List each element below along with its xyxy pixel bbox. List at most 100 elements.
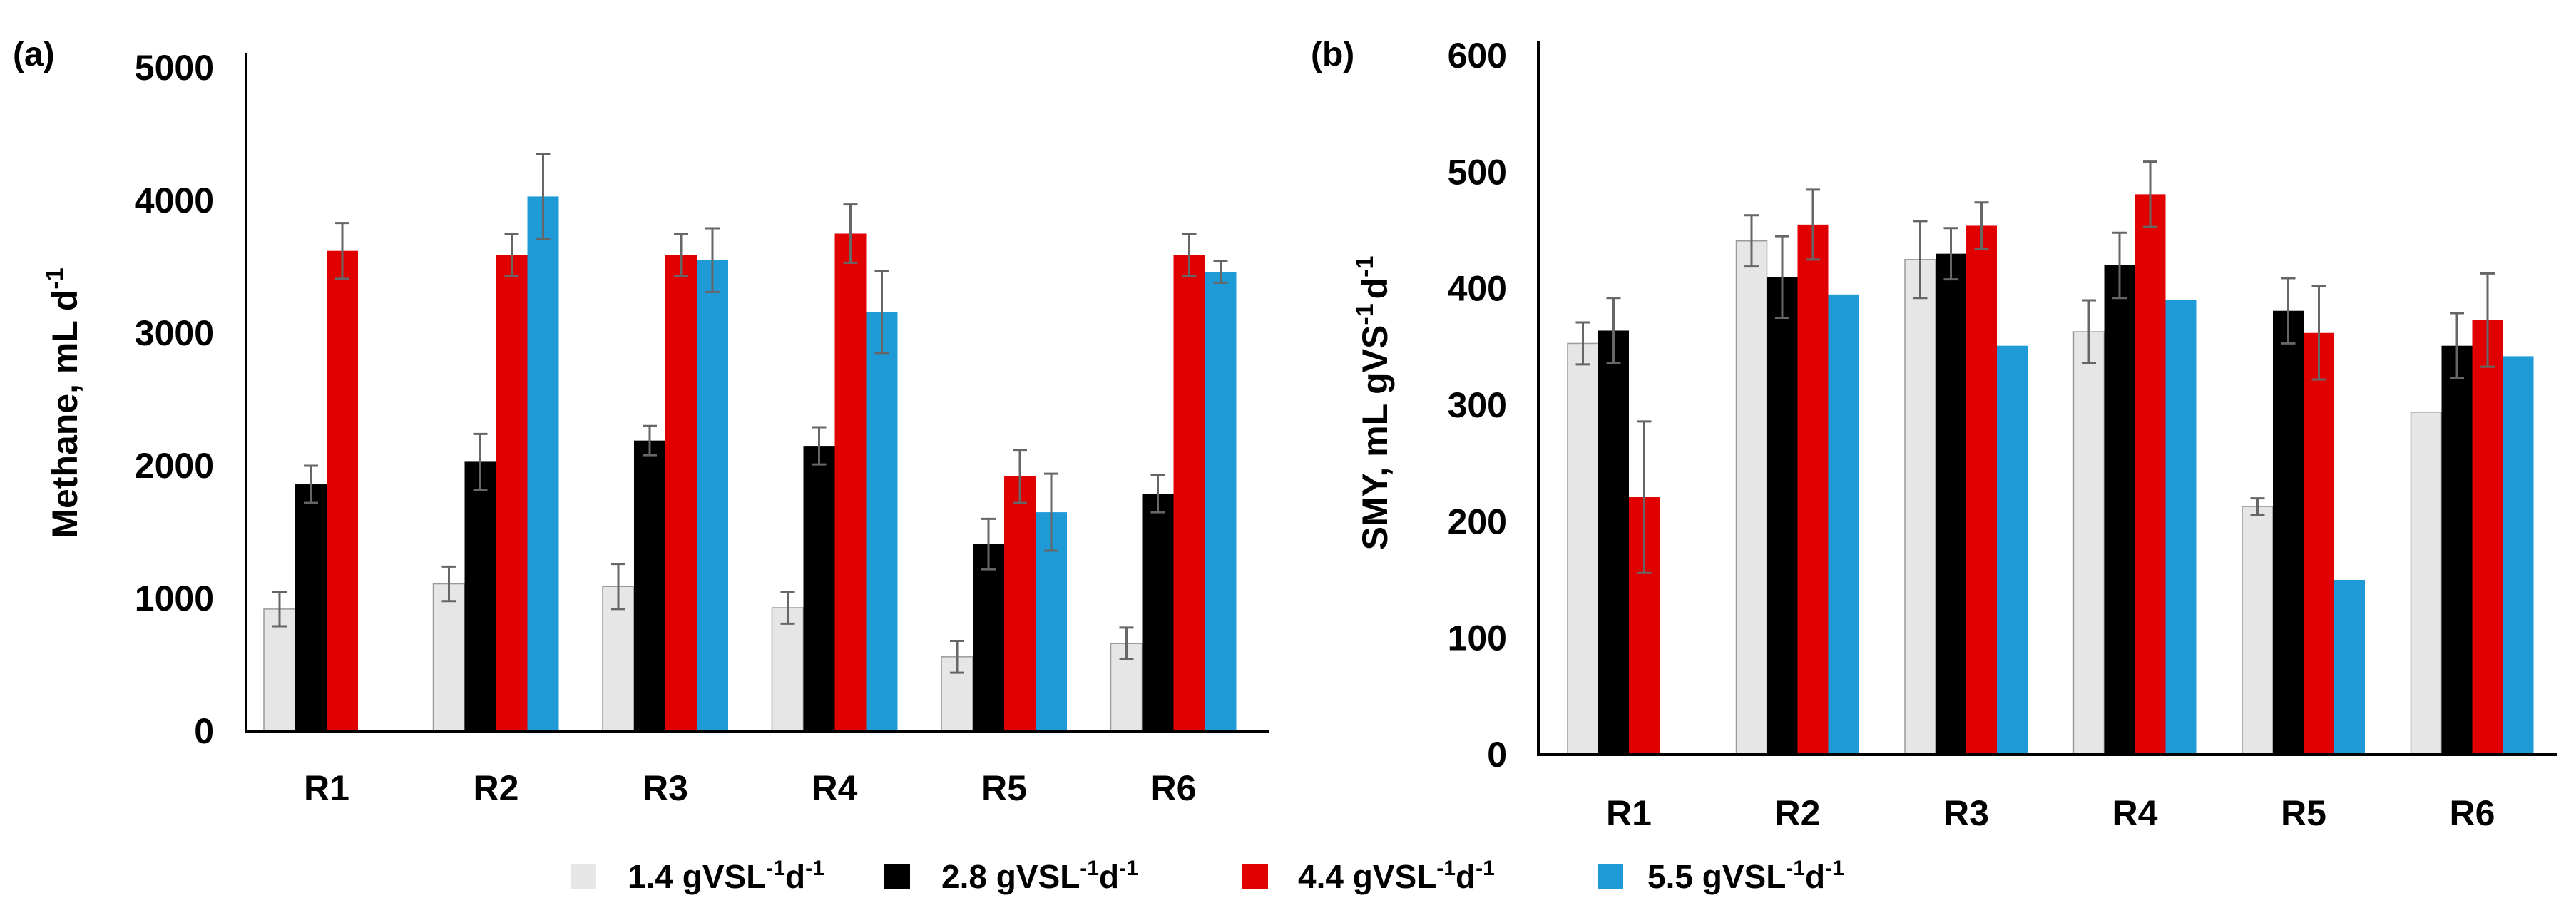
methane-bar — [866, 312, 898, 731]
legend-label-1-4-name: 1.4 gVSL — [628, 858, 766, 895]
smy-error-bar — [1913, 220, 1928, 300]
smy-error-bar — [2311, 285, 2326, 381]
smy-bar — [2410, 412, 2443, 755]
methane-x-category-label: R3 — [643, 768, 688, 808]
smy-bar — [1904, 259, 1936, 755]
methane-bar — [602, 586, 635, 732]
methane-error-bar — [812, 426, 827, 466]
smy-error-bar — [1943, 227, 1958, 281]
smy-error-bar — [1606, 297, 1621, 364]
legend-label-4-4-mid: d — [1456, 858, 1476, 895]
smy-bar — [1797, 224, 1829, 755]
methane-x-axis-categories: R1 R2 R3 R4 R5 R6 — [304, 768, 1196, 808]
smy-error-bar — [1744, 214, 1759, 268]
legend-label-2-8-mid: d — [1099, 858, 1119, 895]
smy-bar — [1997, 345, 2028, 755]
legend-item-4-4: 4.4 gVSL-1d-1 — [1242, 857, 1495, 895]
legend-label-5-5-sup2: -1 — [1825, 857, 1844, 880]
methane-bar — [295, 484, 327, 731]
legend-label-2-8: 2.8 gVSL-1d-1 — [941, 857, 1138, 895]
smy-bar — [1567, 342, 1599, 755]
methane-error-bar — [304, 464, 318, 504]
methane-error-bar — [674, 233, 688, 277]
methane-x-category-label: R6 — [1151, 768, 1197, 808]
methane-y-tick-label: 3000 — [135, 313, 214, 353]
legend-label-4-4: 4.4 gVSL-1d-1 — [1298, 857, 1495, 895]
legend-label-2-8-name: 2.8 gVSL — [941, 858, 1080, 895]
legend-swatch-2-8 — [884, 864, 910, 889]
methane-bar — [1173, 255, 1205, 731]
smy-x-category-label: R2 — [1775, 793, 1821, 833]
smy-y-tick-label: 600 — [1448, 36, 1507, 76]
methane-error-bar — [536, 153, 551, 240]
smy-error-bar — [2281, 277, 2296, 345]
smy-bar — [2135, 194, 2166, 755]
methane-chart-panel: (a) Methane, mL d-1 0 1000 2000 3000 4000 500… — [13, 36, 1269, 808]
legend: 1.4 gVSL-1d-1 2.8 gVSL-1d-1 4.4 gVSL-1d-… — [571, 857, 1844, 895]
methane-error-bar — [611, 563, 625, 611]
methane-bars — [263, 153, 1237, 732]
smy-bar — [2472, 320, 2503, 755]
panel-a-label: (a) — [13, 36, 55, 73]
legend-label-4-4-sup1: -1 — [1436, 857, 1456, 880]
methane-bar — [973, 544, 1004, 731]
smy-bar — [2273, 310, 2304, 755]
methane-y-tick-label: 0 — [194, 711, 214, 751]
smy-error-bar — [2112, 231, 2127, 300]
methane-error-bar — [1044, 472, 1058, 552]
methane-bar — [1205, 272, 1237, 731]
smy-bar — [2165, 300, 2197, 755]
methane-y-axis-title: Methane, mL d-1 — [41, 267, 85, 538]
methane-bar — [634, 440, 665, 731]
methane-y-axis-title-text: Methane, mL d — [45, 290, 85, 539]
smy-bar — [1936, 253, 1966, 755]
legend-label-5-5-sup1: -1 — [1786, 857, 1805, 880]
smy-y-tick-label: 0 — [1487, 735, 1507, 775]
smy-bar — [2503, 356, 2534, 755]
methane-y-tick-label: 1000 — [135, 578, 214, 618]
legend-label-1-4: 1.4 gVSL-1d-1 — [628, 857, 824, 895]
smy-bar — [2104, 265, 2135, 755]
legend-label-4-4-sup2: -1 — [1476, 857, 1495, 880]
smy-y-axis-title-part-a: SMY, mL gVS — [1355, 325, 1395, 551]
methane-error-bar — [1013, 449, 1027, 504]
smy-y-axis-ticks: 0 100 200 300 400 500 600 — [1448, 36, 1507, 775]
methane-bar — [464, 461, 496, 731]
smy-error-bar — [1775, 235, 1789, 319]
methane-error-bar — [843, 203, 858, 264]
smy-y-tick-label: 500 — [1448, 152, 1507, 192]
smy-error-bar — [2082, 299, 2096, 364]
smy-bar — [1966, 225, 1997, 755]
smy-bar — [2072, 331, 2105, 755]
smy-bar — [2242, 506, 2274, 755]
legend-swatch-5-5 — [1598, 864, 1623, 889]
smy-bar — [1598, 330, 1629, 755]
methane-bar — [771, 607, 804, 732]
smy-y-axis-title-sup2: -1 — [1351, 256, 1379, 277]
smy-error-bar — [1974, 201, 1989, 250]
methane-x-category-label: R4 — [812, 768, 858, 808]
legend-label-5-5-mid: d — [1805, 858, 1825, 895]
methane-error-bar — [441, 565, 456, 603]
methane-error-bar — [705, 227, 720, 293]
methane-x-category-label: R1 — [304, 768, 349, 808]
methane-y-axis-title-sup: -1 — [41, 267, 68, 289]
methane-error-bar — [335, 222, 349, 280]
smy-x-category-label: R1 — [1606, 793, 1652, 833]
methane-error-bar — [1119, 626, 1134, 661]
methane-bar — [1004, 476, 1036, 731]
smy-bar — [2334, 580, 2365, 755]
methane-y-tick-label: 2000 — [135, 446, 214, 486]
smy-y-axis-title-sup1: -1 — [1351, 303, 1379, 325]
methane-error-bar — [643, 424, 657, 456]
smy-error-bar — [2250, 497, 2265, 516]
legend-item-1-4: 1.4 gVSL-1d-1 — [571, 857, 824, 895]
methane-error-bar — [1213, 260, 1228, 284]
legend-label-1-4-mid: d — [785, 858, 805, 895]
smy-error-bar — [1806, 188, 1820, 261]
smy-error-bar — [1575, 321, 1590, 366]
smy-y-tick-label: 400 — [1448, 269, 1507, 309]
smy-error-bar — [2143, 160, 2157, 228]
methane-bar — [834, 233, 867, 731]
methane-error-bar — [874, 270, 889, 355]
